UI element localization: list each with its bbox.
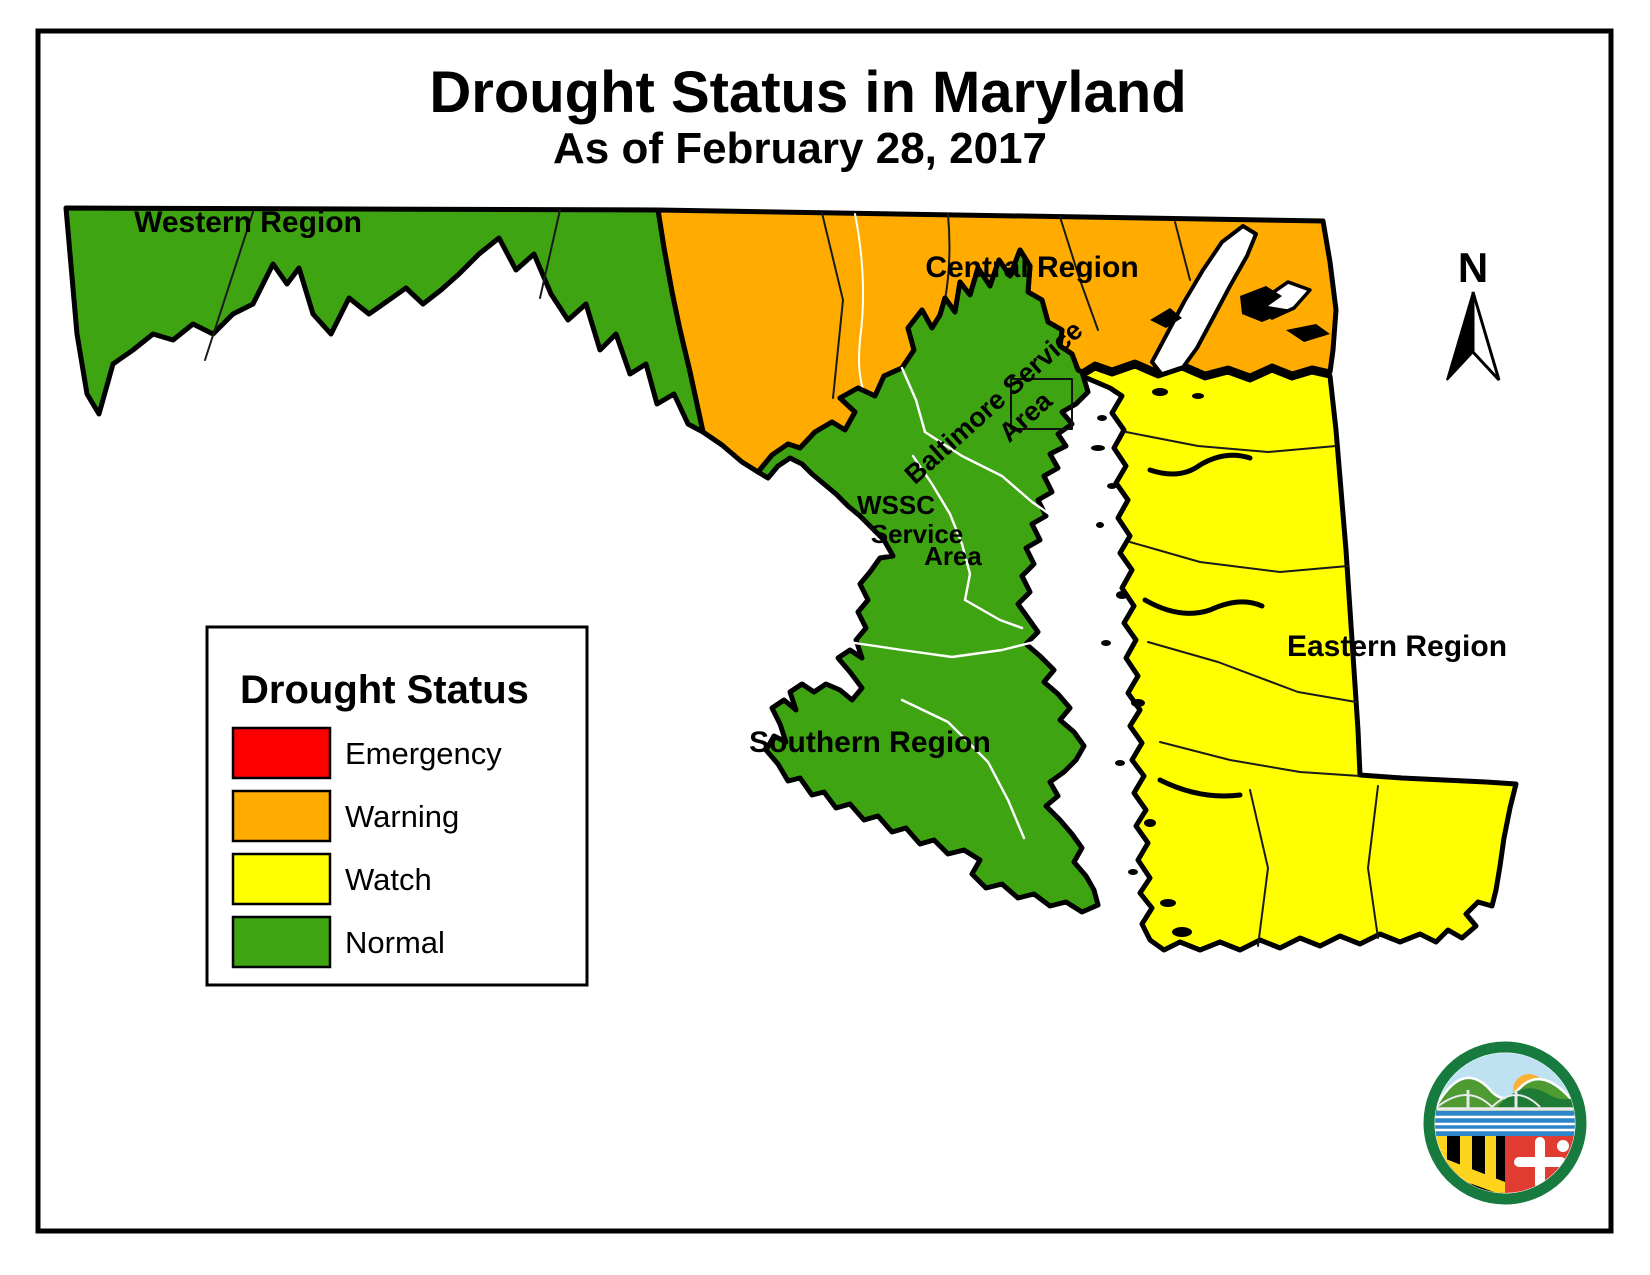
county-line: [1159, 741, 1361, 777]
emergency-label: Emergency: [345, 736, 502, 771]
eastern-county-lines: [1125, 431, 1379, 947]
watch-label: Watch: [345, 862, 432, 897]
wssc-label-line3: Area: [924, 541, 982, 571]
eastern-region-shape: [1079, 363, 1519, 953]
county-line: [1174, 221, 1191, 281]
eastern-region-label: Eastern Region: [1287, 630, 1507, 663]
flag-gold-bend: [1435, 1154, 1505, 1193]
bridge-towers: [1466, 1090, 1518, 1109]
island: [1107, 483, 1117, 489]
baltimore-city-outline: [1010, 378, 1073, 430]
warning-label: Warning: [345, 799, 459, 834]
river-line: [1157, 777, 1243, 799]
cross-tip: [1535, 1137, 1545, 1147]
island: [1160, 899, 1176, 907]
cross-horizontal: [1518, 1157, 1562, 1167]
county-line: [204, 211, 254, 361]
southern-central-green-shape: [755, 247, 1101, 915]
boundary-line: [963, 598, 1024, 630]
river-line: [854, 213, 869, 401]
island: [1131, 699, 1145, 707]
cross-tip: [1514, 1157, 1524, 1167]
normal-label: Normal: [345, 925, 445, 960]
warning-swatch: [231, 789, 332, 843]
emergency-swatch: [231, 726, 332, 780]
normal-swatch: [231, 915, 332, 969]
cross-tip: [1557, 1140, 1569, 1152]
county-line: [1249, 789, 1269, 947]
north-label: N: [1458, 244, 1488, 291]
boundary-line: [846, 640, 1036, 659]
river-line: [1142, 597, 1265, 616]
legend: Drought Status Emergency Warning Watch N…: [205, 625, 589, 987]
watch-swatch: [231, 852, 332, 906]
maryland-map: Western Region Central Region Eastern Re…: [63, 205, 1519, 953]
southern-region-label: Southern Region: [749, 726, 991, 759]
boundary-line: [900, 698, 1026, 840]
western-region-label: Western Region: [134, 206, 362, 239]
western-county-lines: [204, 209, 561, 361]
legend-title: Drought Status: [240, 668, 529, 712]
wssc-service-area-label: WSSC Service Area: [857, 490, 982, 571]
county-line: [821, 212, 844, 399]
county-line: [1147, 641, 1357, 703]
boundary-line: [911, 454, 972, 602]
logo-bay-bridge: [1436, 1090, 1575, 1111]
green-region-boundaries: [846, 366, 1080, 840]
island: [1172, 927, 1192, 937]
wssc-label-line1: WSSC: [857, 490, 935, 520]
bay-islands: [1091, 388, 1204, 937]
north-arrow: N: [1446, 244, 1501, 382]
legend-item-emergency: Emergency: [231, 726, 502, 780]
marsh-blob: [1240, 286, 1292, 322]
boundary-line: [923, 430, 1080, 534]
marsh-blob: [1286, 324, 1330, 342]
island: [1128, 869, 1138, 875]
central-county-lines: [821, 212, 1191, 399]
ne-marsh-blobs: [1150, 286, 1330, 342]
boundary-line: [900, 366, 927, 434]
wssc-label-line2: Service: [871, 519, 964, 549]
county-line: [1059, 216, 1099, 331]
legend-item-normal: Normal: [231, 915, 445, 969]
county-line: [539, 209, 561, 299]
county-line: [1129, 541, 1349, 573]
county-line: [1367, 785, 1379, 939]
legend-item-warning: Warning: [231, 789, 459, 843]
island: [1101, 640, 1111, 646]
island: [1144, 819, 1156, 827]
legend-item-watch: Watch: [231, 852, 432, 906]
island: [1096, 522, 1104, 528]
western-region-shape: [63, 205, 706, 435]
eastern-rivers: [1142, 452, 1265, 799]
flag-black-stripe: [1496, 1136, 1505, 1193]
island: [1192, 393, 1204, 399]
marsh-blob: [1150, 308, 1182, 328]
river-line: [1147, 452, 1253, 477]
island: [1152, 388, 1168, 396]
county-line: [1125, 431, 1337, 453]
island: [1115, 760, 1125, 766]
logo-art: [1435, 1053, 1575, 1193]
island: [1097, 415, 1107, 421]
county-line: [944, 213, 951, 301]
central-region-label: Central Region: [925, 251, 1138, 284]
island: [1091, 445, 1105, 451]
mde-logo: [1423, 1041, 1587, 1205]
page-title: Drought Status in Maryland: [429, 60, 1186, 125]
north-arrow-right-half: [1471, 291, 1501, 382]
logo-water-waves: [1435, 1115, 1575, 1132]
page-subtitle: As of February 28, 2017: [553, 124, 1047, 173]
island: [1116, 591, 1128, 599]
bridge-cables: [1436, 1094, 1541, 1108]
